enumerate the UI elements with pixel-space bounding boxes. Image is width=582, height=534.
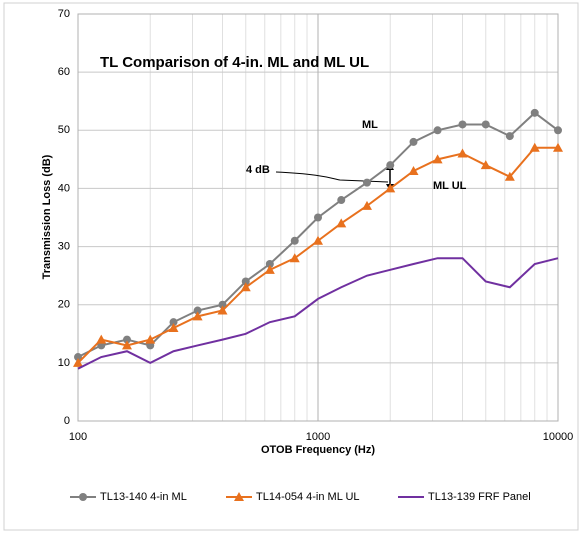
data-point	[74, 353, 82, 362]
legend-label: TL14-054 4-in ML UL	[256, 491, 360, 503]
data-point	[168, 322, 179, 332]
data-point	[218, 300, 227, 309]
data-point	[554, 126, 562, 135]
data-point	[553, 142, 563, 152]
data-point	[385, 183, 396, 193]
data-point	[240, 282, 251, 292]
legend-label: TL13-139 FRF Panel	[428, 491, 531, 503]
legend-marker	[234, 492, 244, 501]
data-point	[169, 318, 178, 327]
data-point	[432, 154, 443, 164]
chart-title: TL Comparison of 4-in. ML and ML UL	[100, 54, 369, 71]
y-tick-label: 60	[58, 66, 70, 78]
data-point	[529, 142, 540, 152]
data-point	[481, 120, 490, 129]
data-point	[289, 253, 300, 263]
data-point	[314, 213, 322, 222]
series-line	[77, 257, 559, 370]
legend-marker	[79, 493, 87, 501]
data-point	[337, 196, 346, 205]
plot-border	[77, 13, 559, 422]
data-point	[362, 178, 371, 187]
data-point	[193, 306, 202, 315]
data-point	[361, 200, 372, 210]
chart-border	[3, 2, 579, 531]
x-axis-label: OTOB Frequency (Hz)	[261, 444, 375, 456]
y-tick-label: 40	[58, 182, 70, 194]
data-point	[505, 132, 514, 141]
data-point	[433, 126, 442, 135]
y-tick-label: 50	[58, 124, 70, 136]
annotation: ML	[362, 119, 378, 131]
data-point	[480, 160, 491, 170]
data-point	[122, 335, 131, 344]
data-point	[458, 120, 467, 129]
y-tick-label: 0	[64, 415, 70, 427]
y-axis-label: Transmission Loss (dB)	[41, 154, 53, 279]
annotation: ML UL	[433, 180, 467, 192]
data-point	[530, 108, 539, 117]
y-tick-label: 70	[58, 8, 70, 20]
data-point	[73, 357, 83, 367]
data-point	[504, 171, 515, 181]
data-point	[121, 340, 132, 350]
x-tick-label: 100	[69, 431, 87, 443]
y-tick-label: 30	[58, 240, 70, 252]
data-point	[241, 277, 250, 286]
y-tick-label: 10	[58, 357, 70, 369]
annotation: 4 dB	[246, 164, 270, 176]
annotation-leader	[275, 171, 389, 183]
data-point	[336, 218, 347, 228]
data-point	[313, 235, 323, 245]
data-point	[192, 311, 203, 321]
data-point	[457, 148, 468, 158]
data-point	[409, 137, 418, 146]
data-point	[96, 334, 107, 344]
data-point	[408, 165, 419, 175]
arrow-heads	[386, 163, 394, 191]
data-point	[145, 334, 156, 344]
data-point	[265, 260, 274, 269]
legend-label: TL13-140 4-in ML	[100, 491, 187, 503]
x-tick-label: 10000	[543, 431, 574, 443]
data-point	[264, 264, 275, 274]
y-tick-label: 20	[58, 299, 70, 311]
x-tick-label: 1000	[306, 431, 330, 443]
data-point	[386, 161, 395, 170]
data-point	[290, 236, 299, 245]
data-point	[217, 305, 228, 315]
